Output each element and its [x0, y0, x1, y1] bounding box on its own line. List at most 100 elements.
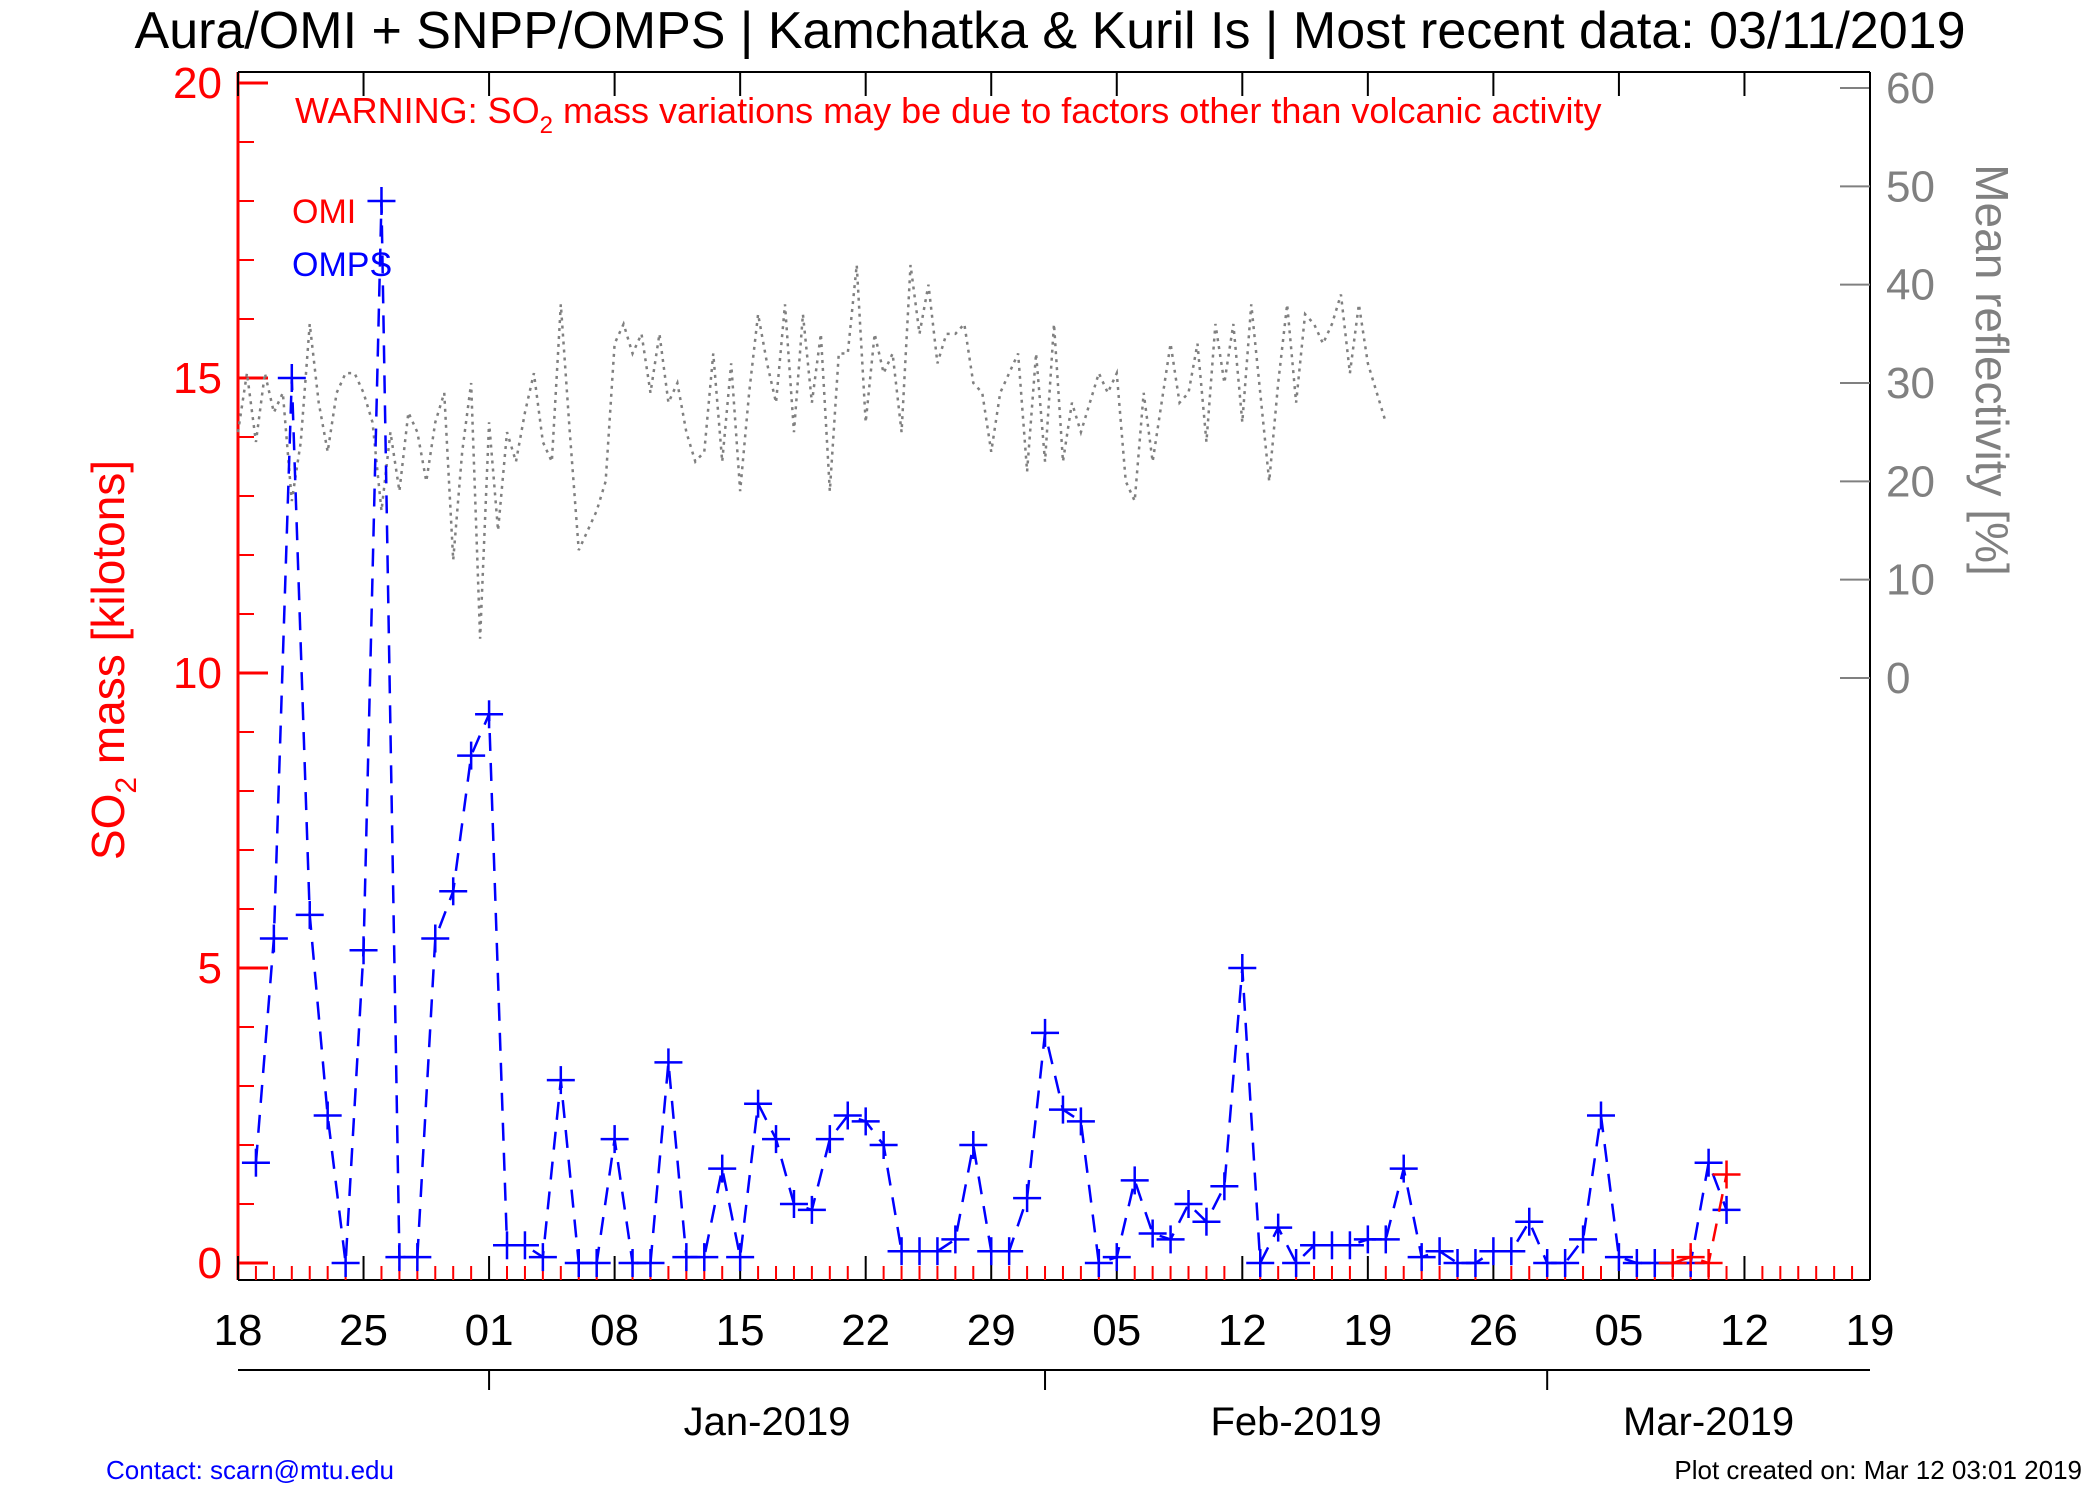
- axis-ticks: [237, 72, 1871, 1390]
- footer-created: Plot created on: Mar 12 03:01 2019: [1674, 1455, 2082, 1485]
- y-right-tick-label: 0: [1886, 654, 1910, 703]
- omps-point: [582, 1249, 611, 1277]
- omps-point: [1246, 1249, 1275, 1277]
- x-tick-label: 29: [967, 1306, 1016, 1355]
- plot-frame: [236, 71, 1871, 1371]
- omps-point: [1192, 1207, 1221, 1236]
- omps-point: [815, 1125, 844, 1154]
- y-left-tick-label: 20: [173, 59, 222, 108]
- omps-point: [1013, 1184, 1042, 1213]
- reflectivity-series: [236, 264, 1387, 639]
- omps-point: [851, 1107, 880, 1136]
- omi-point: [1676, 1243, 1705, 1272]
- omps-point: [690, 1243, 719, 1272]
- x-tick-label: 01: [465, 1306, 514, 1355]
- y-left-tick-label: 15: [173, 354, 222, 403]
- x-tick-label: 25: [339, 1306, 388, 1355]
- omps-point: [528, 1243, 557, 1272]
- y-left-tick-label: 10: [173, 649, 222, 698]
- chart-title: Aura/OMI + SNPP/OMPS | Kamchatka & Kuril…: [135, 2, 1966, 60]
- y-left-tick-label: 0: [198, 1239, 222, 1288]
- omps-point: [277, 364, 306, 392]
- omps-point: [367, 187, 396, 215]
- x-tick-label: 18: [214, 1306, 263, 1355]
- omps-point: [1228, 954, 1257, 982]
- warning-text: WARNING: SO2 mass variations may be due …: [295, 90, 1602, 139]
- x-tick-label: 12: [1720, 1306, 1769, 1355]
- omps-point: [1102, 1243, 1131, 1272]
- omps-point: [259, 924, 288, 953]
- omps-point: [1138, 1219, 1167, 1248]
- omps-point: [1210, 1172, 1239, 1201]
- omps-point: [1586, 1101, 1615, 1130]
- omps-point: [744, 1089, 773, 1118]
- omps-point: [600, 1125, 629, 1154]
- omps-point: [797, 1195, 826, 1224]
- omps-point: [726, 1243, 755, 1272]
- legend-omps: OMPS: [292, 246, 392, 284]
- omps-point: [1694, 1148, 1723, 1177]
- omps-point: [1174, 1190, 1203, 1218]
- omps-point: [1425, 1237, 1454, 1266]
- omps-point: [1497, 1237, 1526, 1266]
- omps-point: [1371, 1225, 1400, 1254]
- omps-point: [241, 1148, 270, 1177]
- x-tick-label: 05: [1092, 1306, 1141, 1355]
- omi-point: [1712, 1160, 1741, 1189]
- omps-point: [1461, 1249, 1490, 1277]
- month-label: Feb-2019: [1210, 1400, 1381, 1444]
- omps-point: [1515, 1207, 1544, 1236]
- y-axis-left-label: SO2 mass [kilotons]: [82, 460, 143, 860]
- omps-point: [403, 1243, 432, 1272]
- y-right-tick-label: 40: [1886, 261, 1935, 310]
- omps-point: [1048, 1095, 1077, 1124]
- omps-point: [1031, 1018, 1060, 1047]
- omps-point: [833, 1101, 862, 1130]
- omps-point: [1066, 1107, 1095, 1136]
- omps-point: [1084, 1249, 1113, 1277]
- legend-omi: OMI: [292, 193, 356, 231]
- omps-point: [349, 936, 378, 965]
- x-tick-label: 26: [1469, 1306, 1518, 1355]
- omps-point: [1264, 1213, 1293, 1242]
- omps-point: [457, 741, 486, 770]
- omps-point: [779, 1190, 808, 1218]
- x-tick-label: 19: [1343, 1306, 1392, 1355]
- omps-point: [1389, 1154, 1418, 1183]
- omps-point: [510, 1231, 539, 1260]
- omps-point: [869, 1131, 898, 1159]
- omps-point: [331, 1249, 360, 1277]
- omi-series: [1658, 1160, 1741, 1277]
- month-label: Mar-2019: [1623, 1400, 1794, 1444]
- omps-point: [1407, 1243, 1436, 1272]
- y-left-tick-label: 5: [198, 944, 222, 993]
- x-tick-label: 12: [1218, 1306, 1267, 1355]
- omps-line: [254, 200, 1728, 1268]
- omps-point: [1712, 1195, 1741, 1224]
- x-tick-label: 05: [1594, 1306, 1643, 1355]
- omi-point: [1694, 1249, 1723, 1277]
- omps-point: [439, 877, 468, 906]
- month-label: Jan-2019: [684, 1400, 851, 1444]
- omi-point: [1658, 1249, 1687, 1277]
- omps-point: [421, 924, 450, 953]
- omps-point: [1569, 1225, 1598, 1254]
- omps-point: [475, 700, 504, 729]
- omps-point: [708, 1154, 737, 1183]
- y-right-tick-label: 20: [1886, 457, 1935, 506]
- x-tick-label: 19: [1846, 1306, 1895, 1355]
- omps-point: [995, 1237, 1024, 1266]
- y-right-tick-label: 50: [1886, 162, 1935, 211]
- x-tick-label: 22: [841, 1306, 890, 1355]
- omps-point: [959, 1131, 988, 1159]
- y-right-tick-label: 30: [1886, 359, 1935, 408]
- omps-point: [1282, 1249, 1311, 1277]
- footer-contact: Contact: scarn@mtu.edu: [106, 1455, 394, 1485]
- omps-point: [1120, 1166, 1149, 1195]
- x-tick-label: 08: [590, 1306, 639, 1355]
- x-tick-label: 15: [716, 1306, 765, 1355]
- omps-point: [1156, 1225, 1185, 1254]
- omps-point: [295, 900, 324, 929]
